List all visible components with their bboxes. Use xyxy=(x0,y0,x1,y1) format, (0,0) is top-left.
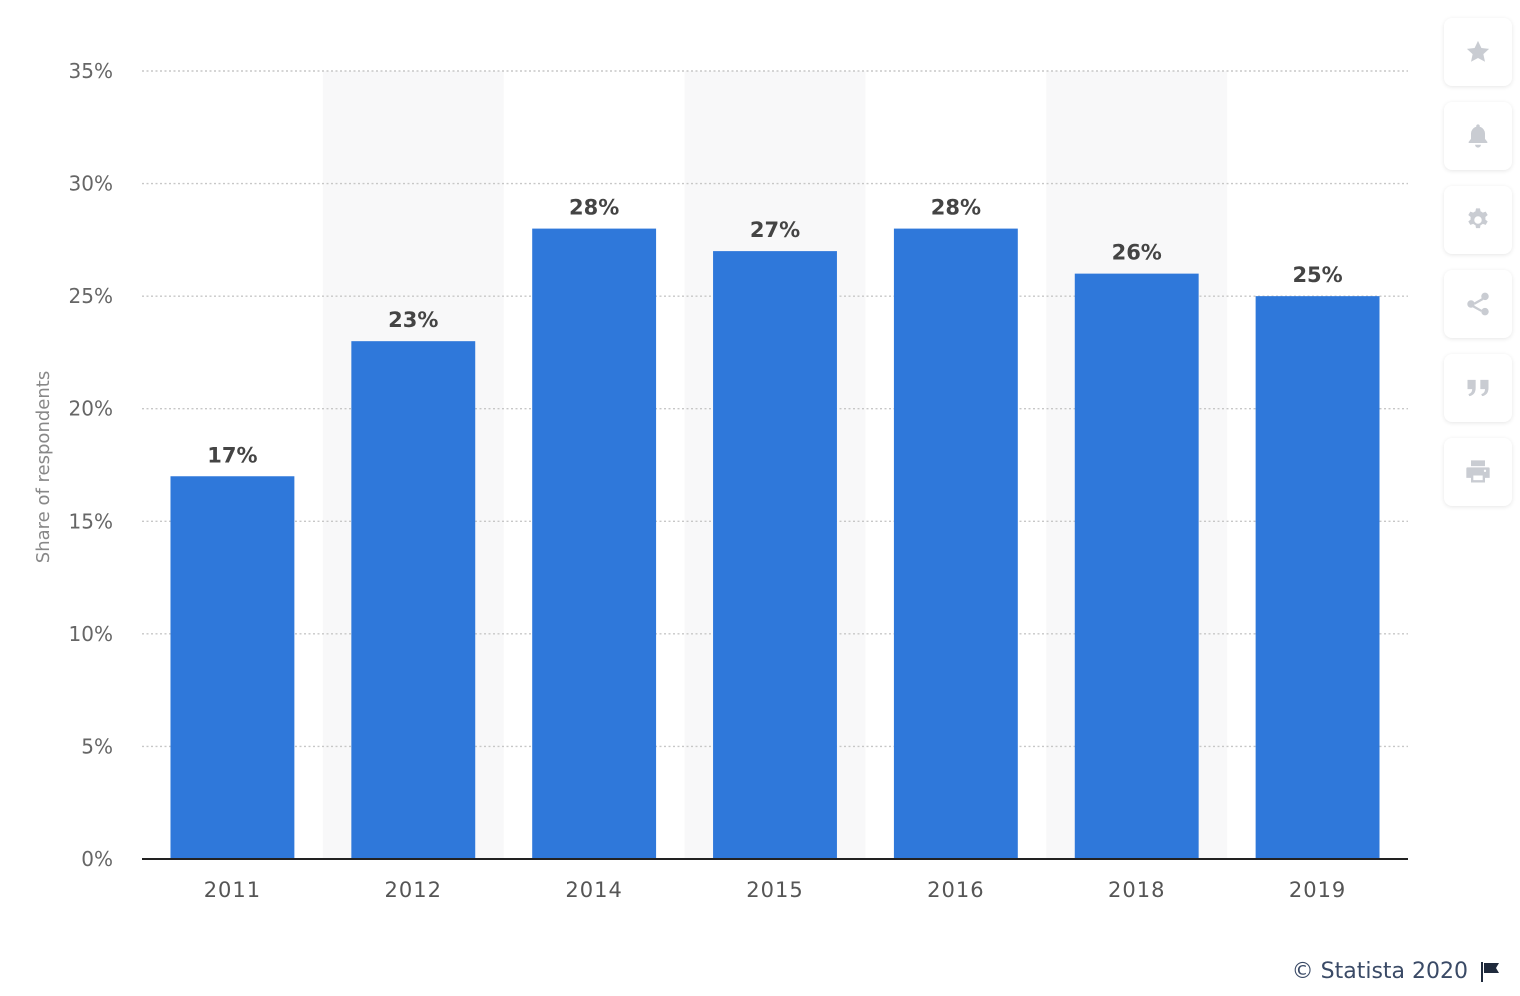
settings-button[interactable] xyxy=(1444,186,1512,254)
data-label: 25% xyxy=(1292,263,1342,287)
share-button[interactable] xyxy=(1444,270,1512,338)
x-tick-label: 2019 xyxy=(1289,878,1346,902)
chart-toolbar xyxy=(1444,18,1512,522)
x-tick-label: 2011 xyxy=(204,878,261,902)
y-tick-label: 5% xyxy=(81,734,113,758)
x-axis-labels: 2011 2012 2014 2015 2016 2018 2019 xyxy=(204,878,1346,902)
bar[interactable] xyxy=(893,228,1018,860)
data-label: 27% xyxy=(750,218,800,242)
print-button[interactable] xyxy=(1444,438,1512,506)
y-tick-label: 30% xyxy=(69,172,113,196)
data-label: 26% xyxy=(1112,241,1162,265)
bar[interactable] xyxy=(170,476,295,859)
favorite-button[interactable] xyxy=(1444,18,1512,86)
bar[interactable] xyxy=(713,251,837,860)
bars xyxy=(170,228,1380,860)
share-icon xyxy=(1467,292,1489,316)
y-axis-ticks: 0% 5% 10% 15% 20% 25% 30% 35% xyxy=(69,59,113,871)
cite-button[interactable] xyxy=(1444,354,1512,422)
y-tick-label: 15% xyxy=(69,509,113,533)
flag-icon xyxy=(1481,961,1499,982)
y-tick-label: 25% xyxy=(69,284,113,308)
y-tick-label: 10% xyxy=(69,622,113,646)
y-tick-label: 20% xyxy=(69,397,113,421)
x-tick-label: 2012 xyxy=(385,878,442,902)
bar[interactable] xyxy=(532,228,657,860)
x-tick-label: 2014 xyxy=(565,878,622,902)
star-icon xyxy=(1466,40,1490,62)
bar[interactable] xyxy=(1255,296,1380,860)
bell-icon xyxy=(1468,124,1488,148)
bar[interactable] xyxy=(1074,273,1199,860)
print-icon xyxy=(1466,460,1490,483)
x-tick-label: 2015 xyxy=(746,878,803,902)
data-label: 28% xyxy=(569,196,619,220)
statista-credit[interactable]: © Statista 2020 xyxy=(1292,959,1502,984)
data-label: 28% xyxy=(931,196,981,220)
y-axis-title: Share of respondents xyxy=(33,371,54,563)
data-label: 17% xyxy=(207,443,257,467)
y-tick-label: 35% xyxy=(69,59,113,83)
gear-icon xyxy=(1468,208,1488,229)
x-tick-label: 2018 xyxy=(1108,878,1165,902)
x-tick-label: 2016 xyxy=(927,878,984,902)
data-labels: 17% 23% 28% 27% 28% 26% 25% xyxy=(207,196,1342,468)
quote-icon xyxy=(1467,379,1489,397)
credit-text: © Statista 2020 xyxy=(1291,959,1468,984)
bar[interactable] xyxy=(351,341,476,860)
bar-chart: 0% 5% 10% 15% 20% 25% 30% 35% 17% 23% 28% 27% 28% 26… xyxy=(33,59,1408,902)
notification-button[interactable] xyxy=(1444,102,1512,170)
data-label: 23% xyxy=(388,308,438,332)
y-tick-label: 0% xyxy=(81,847,113,871)
